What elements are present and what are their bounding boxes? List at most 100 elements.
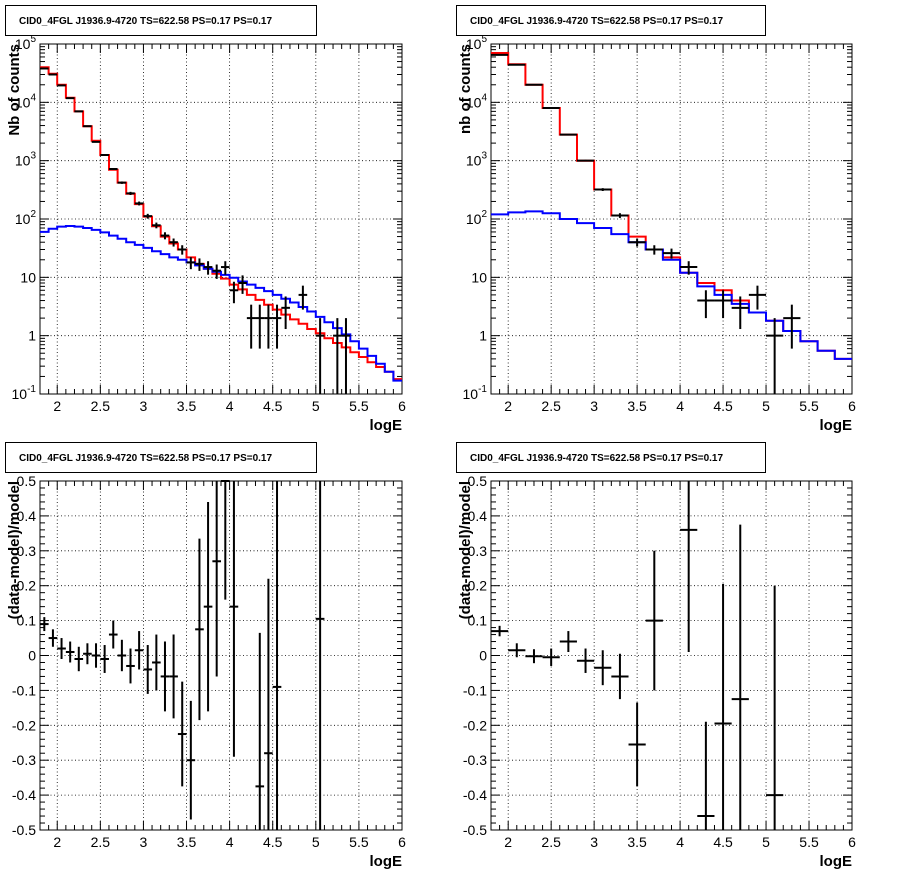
data-point [238,275,247,294]
x-tick-label: 2 [504,834,512,850]
x-tick-label: 6 [398,834,406,850]
data-point [628,702,646,787]
data-point [91,140,101,143]
data-point [40,617,49,632]
x-tick-label: 2.5 [541,834,561,850]
y-tick-label: 0.4 [468,508,488,524]
chart-title: CID0_4FGL J1936.9-4720 TS=622.58 PS=0.17… [19,453,272,464]
y-tick-label: 10-1 [463,384,488,402]
y-tick-label: -0.2 [463,717,487,733]
x-tick-label: 5 [762,398,770,414]
x-tick-label: 4.5 [263,834,283,850]
data-point [697,290,715,319]
x-tick-label: 6 [848,834,856,850]
data-point [221,480,230,600]
y-tick-label: 0.2 [17,578,37,594]
data-point [680,261,698,275]
data-point [143,645,153,694]
y-tick-label: 0 [28,648,36,664]
y-tick-label: -0.1 [12,682,36,698]
data-point [255,304,265,349]
x-tick-label: 5.5 [799,834,819,850]
y-tick-label: 10 [20,269,36,285]
x-tick-label: 4 [226,398,234,414]
y-tick-label: 0.5 [468,473,488,489]
data-point [315,318,325,394]
data-point [264,304,273,349]
data-point [134,631,144,670]
data-point [100,154,109,157]
data-point [83,643,92,665]
data-point [748,285,767,310]
data-point [108,167,118,170]
data-point [221,261,230,275]
y-tick-label: 0.1 [468,613,488,629]
data-point [177,245,187,255]
data-point [65,641,75,663]
data-point [680,481,698,653]
title-box [5,5,317,36]
y-tick-label: 102 [15,209,37,227]
x-tick-label: 5 [312,398,320,414]
y-tick-label: -0.5 [12,822,36,838]
data-point [74,646,84,672]
x-tick-label: 6 [848,398,856,414]
y-tick-label: 0.4 [17,508,37,524]
data-point [195,538,204,721]
data-point [100,645,109,673]
data-point [117,181,127,184]
data-point [186,700,196,820]
chart-panel-3: 2 2.5 3 3.5 4 4.5 5 5.5 6 -0.5 -0.4 -0.3 -0.2 -0.1 0 0.… [5,442,406,870]
data-point [333,318,342,394]
data-point [559,631,577,653]
data-point [134,201,144,206]
data-point [272,481,282,830]
data-point [611,653,629,700]
x-axis-label: logE [820,417,853,434]
x-tick-label: 4.5 [263,398,283,414]
plot-frame [490,43,853,395]
data-point [169,238,178,247]
data-point [594,650,612,686]
data-point [246,304,256,349]
data-point [645,550,663,691]
chart-panel-2: 2 2.5 3 3.5 4 4.5 5 5.5 6 10-1 1 10 102 103 104 105 logE… [456,5,856,434]
y-tick-label: 1 [479,328,487,344]
data-point [594,188,612,191]
model-histogram-2 [491,210,852,360]
y-tick-label: 103 [15,151,37,169]
data-point [212,481,221,677]
y-tick-label: 0.3 [468,543,488,559]
title-box [5,442,317,473]
y-tick-label: -0.5 [463,822,487,838]
data-point [177,681,187,787]
x-tick-label: 2.5 [91,834,111,850]
x-tick-label: 3 [590,398,598,414]
data-point [203,501,213,712]
data-point [559,133,577,136]
x-tick-label: 4.5 [713,834,733,850]
y-axis-label: nb of counts [457,44,474,134]
title-box [456,442,766,473]
x-tick-label: 3.5 [177,398,197,414]
data-point [576,648,595,673]
data-point [255,632,265,830]
data-point [212,264,221,279]
y-tick-label: 0.3 [17,543,37,559]
data-point [731,524,749,830]
data-point [542,106,560,109]
data-point [281,296,290,330]
y-tick-label: -0.1 [463,682,487,698]
x-axis-label: logE [820,853,853,870]
data-point [229,481,239,757]
y-tick-label: 10-1 [12,384,37,402]
y-tick-label: 1 [28,328,36,344]
plot-frame [490,480,853,831]
y-tick-label: 0 [479,648,487,664]
y-axis-label: Nb of counts [6,44,23,136]
x-axis-label: logE [370,853,403,870]
data-point [611,213,629,218]
data-point [117,639,127,672]
x-tick-label: 3.5 [177,834,197,850]
x-tick-label: 2 [504,398,512,414]
